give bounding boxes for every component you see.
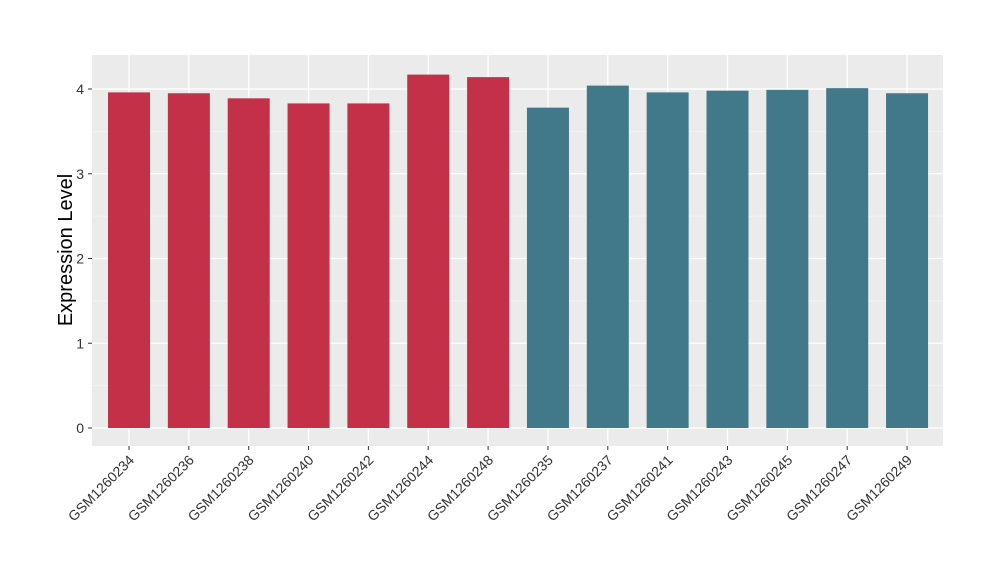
bar-GSM1260244 <box>407 74 450 428</box>
bar-GSM1260237 <box>586 85 629 429</box>
bar-GSM1260235 <box>526 107 569 429</box>
bar-GSM1260241 <box>646 92 689 428</box>
bar-GSM1260242 <box>347 103 390 428</box>
plot-panel <box>92 55 943 446</box>
y-tick-label: 0 <box>76 420 84 436</box>
y-tick-label: 3 <box>76 166 84 182</box>
bar-GSM1260234 <box>108 92 150 428</box>
y-axis-label: Expression Level <box>55 174 77 326</box>
bar-GSM1260236 <box>167 93 210 429</box>
y-tick-label: 4 <box>76 81 84 97</box>
bar-GSM1260249 <box>886 93 929 429</box>
bar-GSM1260247 <box>826 88 869 428</box>
bar-GSM1260248 <box>467 77 510 428</box>
bar-GSM1260245 <box>766 89 809 428</box>
y-tick-label: 1 <box>76 335 84 351</box>
y-tick-label: 2 <box>76 251 84 267</box>
bar-GSM1260243 <box>706 90 749 428</box>
bar-GSM1260238 <box>227 98 270 428</box>
bar-GSM1260240 <box>287 103 330 428</box>
